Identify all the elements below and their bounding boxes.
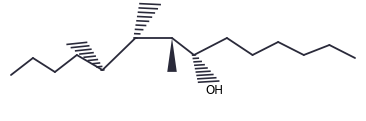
Text: OH: OH: [152, 0, 170, 3]
Polygon shape: [167, 38, 177, 72]
Text: OH: OH: [205, 84, 223, 97]
